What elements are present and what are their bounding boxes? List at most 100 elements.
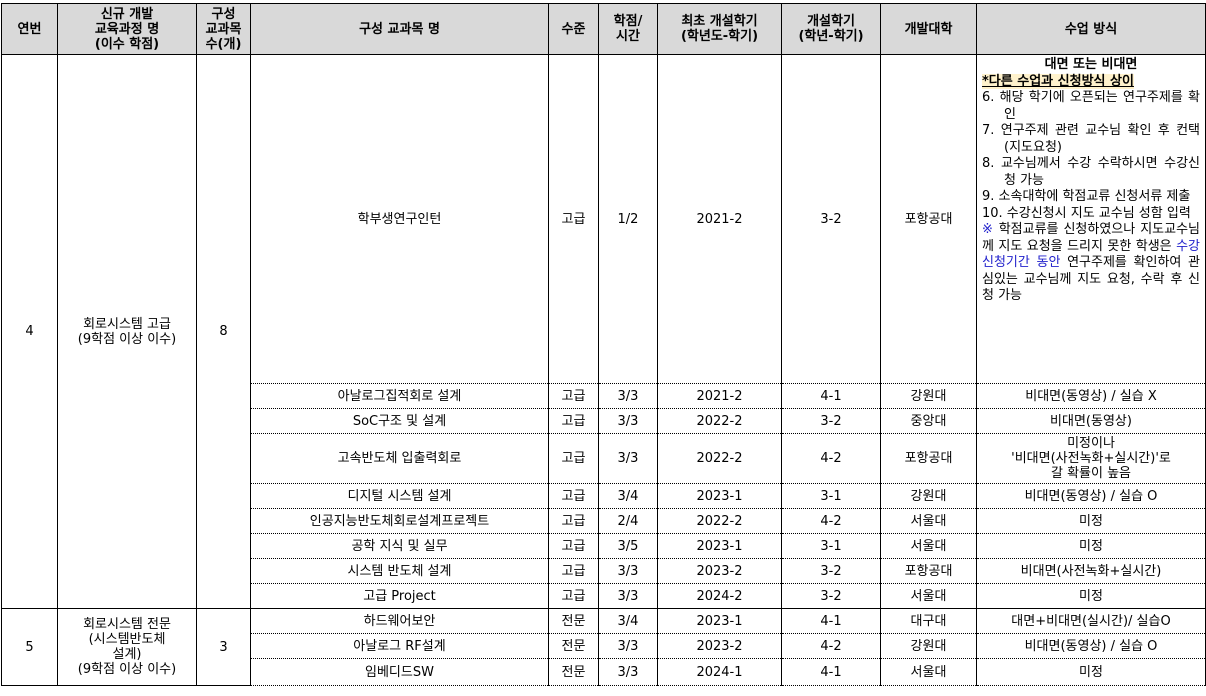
note-text: 연구주제를 확인하여 관심있는 교수님께 지도 요청, 수락 후 신청 가능: [982, 255, 1200, 303]
course-level: 고급: [548, 558, 599, 584]
first-semester: 2022-2: [657, 408, 782, 434]
column-header: 학점/ 시간: [598, 3, 658, 55]
class-method: 비대면(사전녹화+실시간): [976, 558, 1206, 584]
table-row: 임베디드SW 전문 3/3 2024-1 4-1 서울대 미정: [2, 658, 1206, 686]
course-name: 학부생연구인턴: [250, 54, 549, 384]
course-name: 임베디드SW: [250, 658, 549, 686]
course-level: 고급: [548, 408, 599, 434]
course-name: SoC구조 및 설계: [250, 408, 549, 434]
offered-term: 4-2: [781, 633, 881, 659]
course-credit: 3/3: [598, 408, 658, 434]
course-credit: 3/3: [598, 383, 658, 409]
offered-term: 4-1: [781, 658, 881, 686]
method-step: 7. 연구주제 관련 교수님 확인 후 컨택(지도요청): [982, 123, 1200, 155]
course-name: 시스템 반도체 설계: [250, 558, 549, 584]
developing-university: 서울대: [880, 508, 977, 534]
developing-university: 포항공대: [880, 558, 977, 584]
developing-university: 대구대: [880, 608, 977, 634]
offered-term: 4-2: [781, 433, 881, 484]
course-credit: 3/4: [598, 483, 658, 509]
course-credit: 3/3: [598, 633, 658, 659]
group-number: 4: [1, 54, 58, 609]
developing-university: 강원대: [880, 633, 977, 659]
program-title: 회로시스템 전문 (시스템반도체 설계): [83, 617, 171, 662]
first-semester: 2023-1: [657, 533, 782, 559]
offered-term: 3-1: [781, 533, 881, 559]
first-semester: 2023-1: [657, 608, 782, 634]
developing-university: 포항공대: [880, 433, 977, 484]
course-name: 공학 지식 및 실무: [250, 533, 549, 559]
class-method: 미정: [976, 583, 1206, 609]
course-level: 전문: [548, 608, 599, 634]
class-method: 비대면(동영상) / 실습 O: [976, 633, 1206, 659]
method-step: 9. 소속대학에 학점교류 신청서류 제출: [982, 189, 1191, 204]
program-name: 회로시스템 고급 (9학점 이상 이수): [57, 54, 197, 609]
course-credit: 2/4: [598, 508, 658, 534]
table-row: 4 회로시스템 고급 (9학점 이상 이수) 8 학부생연구인턴 고급 1/2 2021-2 3…: [1, 54, 1206, 609]
column-header: 개발대학: [880, 3, 977, 55]
course-level: 고급: [548, 483, 599, 509]
course-level: 고급: [548, 533, 599, 559]
course-credit: 3/3: [598, 658, 658, 686]
column-header: 연번: [1, 3, 58, 55]
course-level: 고급: [548, 383, 599, 409]
course-name: 디지털 시스템 설계: [250, 483, 549, 509]
offered-term: 3-1: [781, 483, 881, 509]
course-credit: 3/3: [598, 558, 658, 584]
table-row: 고속반도체 입출력회로 고급 3/3 2022-2 4-2 포항공대 미정이나 '비대면(사…: [2, 433, 1206, 484]
course-name: 아날로그집적회로 설계: [250, 383, 549, 409]
course-name: 고급 Project: [250, 583, 549, 609]
table-row: 인공지능반도체회로설계프로젝트 고급 2/4 2022-2 4-2 서울대 미정: [2, 508, 1206, 534]
class-method: 미정: [976, 533, 1206, 559]
class-method: 미정: [976, 508, 1206, 534]
class-method: 미정이나 '비대면(사전녹화+실시간)'로 갈 확률이 높음: [976, 433, 1206, 484]
column-header: 최초 개설학기 (학년도-학기): [657, 3, 782, 55]
course-level: 고급: [548, 433, 599, 484]
method-step: 10. 수강신청시 지도 교수님 성함 입력: [982, 205, 1191, 221]
table-row: 아날로그 RF설계 전문 3/3 2023-2 4-2 강원대 비대면(동영상) / 실습 …: [2, 633, 1206, 659]
offered-term: 4-1: [781, 608, 881, 634]
first-semester: 2022-2: [657, 433, 782, 484]
method-highlight: *다른 수업과 신청방식 상이: [982, 73, 1134, 89]
class-method: 미정: [976, 658, 1206, 686]
method-step: 8. 교수님께서 수강 수락하시면 수강신청 가능: [982, 156, 1200, 188]
offered-term: 3-2: [781, 408, 881, 434]
program-credits: (9학점 이상 이수): [77, 331, 177, 347]
method-title: 대면 또는 비대면: [1044, 57, 1138, 72]
note-text: 학점교류를 신청하였으나 지도교수님께 지도 요청을 드리지 못한 학생은: [982, 222, 1200, 254]
column-header: 개설학기 (학년-학기): [781, 3, 881, 55]
course-name: 고속반도체 입출력회로: [250, 433, 549, 484]
first-semester: 2023-2: [657, 633, 782, 659]
course-credit: 3/3: [598, 583, 658, 609]
first-semester: 2023-1: [657, 483, 782, 509]
header-row: 연번 신규 개발 교육과정 명 (이수 학점) 구성 교과목 수(개) 구성 교과목 …: [1, 3, 1206, 55]
note-emphasis: 수강신청기간 동안: [982, 238, 1200, 271]
program-credits: (9학점 이상 이수): [77, 662, 177, 677]
course-count: 8: [196, 54, 251, 609]
method-footnote: ※ 학점교류를 신청하였으나 지도교수님께 지도 요청을 드리지 못한 학생은 …: [982, 222, 1200, 305]
developing-university: 포항공대: [880, 54, 977, 384]
column-header: 수준: [548, 3, 599, 55]
course-name: 하드웨어보안: [250, 608, 549, 634]
developing-university: 중앙대: [880, 408, 977, 434]
course-credit: 1/2: [598, 54, 658, 384]
class-method: 비대면(동영상) / 실습 X: [976, 383, 1206, 409]
developing-university: 강원대: [880, 383, 977, 409]
developing-university: 서울대: [880, 658, 977, 686]
table-row: 아날로그집적회로 설계 고급 3/3 2021-2 4-1 강원대 비대면(동영상) / 실…: [2, 383, 1206, 409]
column-header: 수업 방식: [976, 3, 1206, 55]
class-method: 대면+비대면(실시간)/ 실습O: [976, 608, 1206, 634]
developing-university: 서울대: [880, 583, 977, 609]
first-semester: 2021-2: [657, 383, 782, 409]
course-credit: 3/4: [598, 608, 658, 634]
first-semester: 2024-2: [657, 583, 782, 609]
class-method: 비대면(동영상): [976, 408, 1206, 434]
method-warning: *다른 수업과 신청방식 상이: [982, 73, 1200, 91]
column-header: 구성 교과목 명: [250, 3, 549, 55]
first-semester: 2021-2: [657, 54, 782, 384]
first-semester: 2022-2: [657, 508, 782, 534]
course-credit: 3/3: [598, 433, 658, 484]
class-method: 비대면(동영상) / 실습 O: [976, 483, 1206, 509]
offered-term: 3-2: [781, 54, 881, 384]
column-header: 신규 개발 교육과정 명 (이수 학점): [57, 3, 197, 55]
